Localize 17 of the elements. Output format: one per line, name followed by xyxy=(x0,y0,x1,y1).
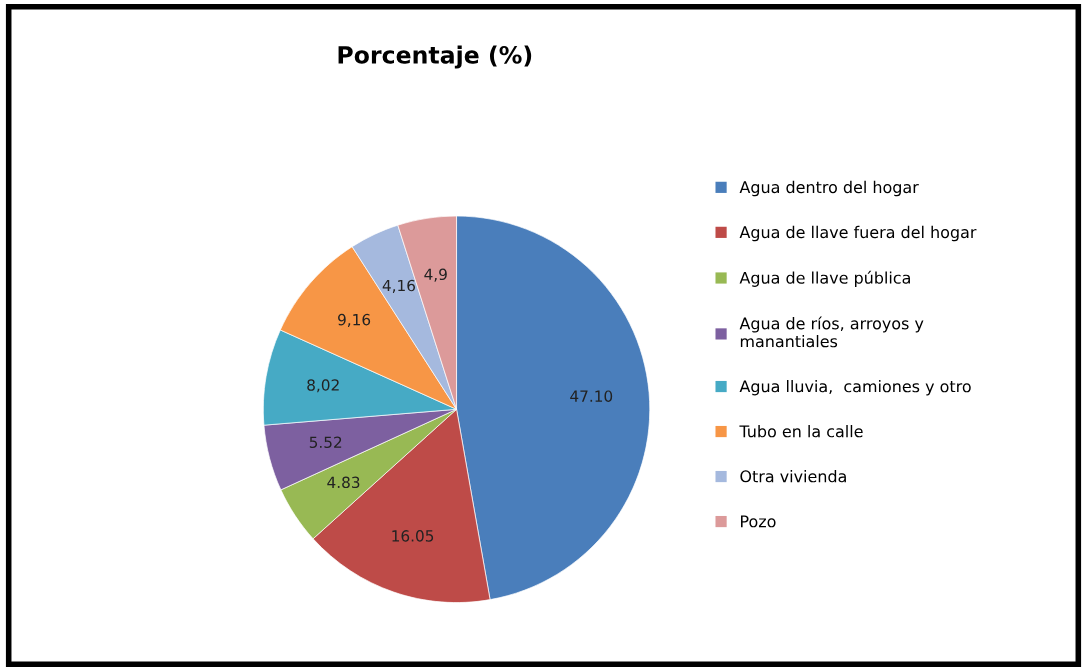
legend-label: Otra vivienda xyxy=(740,470,846,483)
data-label: 47.10 xyxy=(570,390,613,402)
data-label: 16.05 xyxy=(392,530,434,542)
data-label: 4,16 xyxy=(382,279,415,293)
legend-label: Agua lluvia, camiones y otro xyxy=(739,379,971,396)
legend-label: Agua de llave pública xyxy=(739,270,910,287)
legend-label: Tubo en la calle xyxy=(739,424,863,438)
data-label: 9,16 xyxy=(338,313,371,327)
legend-label: Agua de llave fuera del hogar xyxy=(739,225,977,242)
data-label: 4,9 xyxy=(424,268,447,282)
data-label: 4.83 xyxy=(327,476,360,489)
legend-label: Agua de ríos, arroyos y manantiales xyxy=(739,316,924,348)
data-label: 8,02 xyxy=(307,379,339,393)
legend-label: Agua dentro del hogar xyxy=(739,180,919,197)
legend-label: Pozo xyxy=(741,515,776,528)
chart-title: Porcentaje (%) xyxy=(338,45,532,69)
data-label: 5.52 xyxy=(309,436,342,449)
